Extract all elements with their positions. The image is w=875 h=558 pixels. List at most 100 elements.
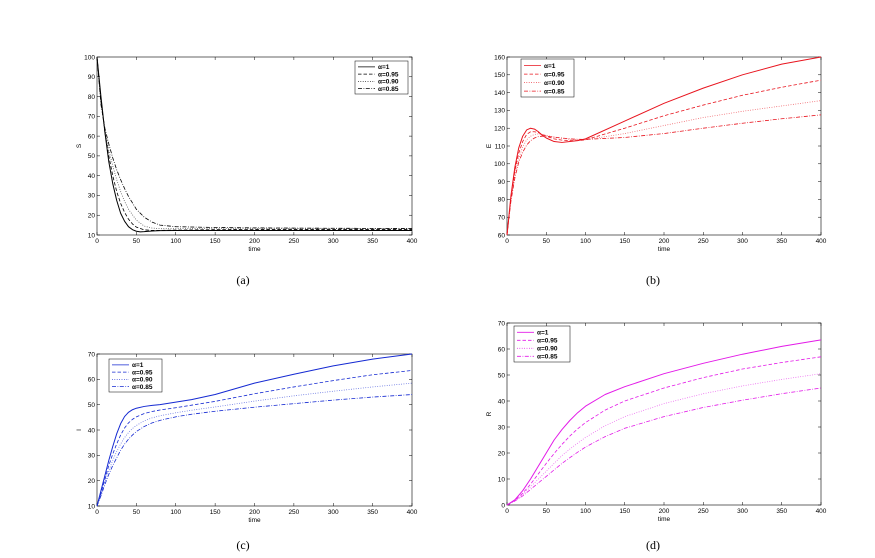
x-tick-label: 250 — [698, 508, 709, 515]
y-tick-label: 150 — [494, 72, 505, 79]
y-tick-label: 70 — [88, 351, 96, 358]
y-tick-label: 20 — [498, 450, 506, 457]
series-line-0-85 — [506, 114, 822, 236]
x-tick-label: 200 — [249, 509, 260, 516]
y-tick-label: 60 — [88, 377, 96, 384]
y-tick-label: 40 — [88, 173, 96, 180]
y-tick-label: 120 — [494, 126, 505, 133]
x-tick-label: 250 — [288, 509, 299, 516]
series-line-0-90 — [506, 373, 822, 506]
series-line-0-95 — [96, 56, 412, 231]
x-axis-label: time — [658, 246, 671, 253]
x-tick-label: 0 — [95, 509, 99, 516]
y-tick-label: 50 — [498, 372, 506, 379]
y-tick-label: 90 — [498, 179, 506, 186]
series-line-0-95 — [96, 370, 413, 507]
y-tick-label: 20 — [88, 213, 96, 220]
legend-label: α=1 — [378, 64, 390, 71]
y-axis-label: I — [76, 429, 83, 431]
y-tick-label: 30 — [88, 193, 96, 200]
y-tick-label: 100 — [84, 54, 95, 61]
y-tick-label: 70 — [498, 320, 506, 327]
series-line-1 — [96, 56, 412, 233]
series-line-0-95 — [506, 79, 822, 236]
series-line-0-85 — [96, 56, 413, 229]
legend-label: α=0.85 — [537, 354, 558, 361]
x-tick-label: 0 — [505, 508, 509, 515]
y-tick-label: 80 — [498, 197, 506, 204]
x-tick-label: 100 — [170, 238, 181, 245]
y-tick-label: 70 — [498, 215, 506, 222]
chart-panel-a: 0 50 100 150 200 250 300 350 400 10 20 30 40 50 60 70 80… — [76, 54, 418, 287]
x-tick-label: 200 — [249, 238, 260, 245]
series-line-0-95 — [506, 356, 822, 506]
y-tick-label: 160 — [494, 54, 505, 61]
y-axis-label: S — [76, 143, 83, 148]
x-tick-label: 100 — [580, 238, 591, 245]
y-tick-label: 50 — [88, 153, 96, 160]
x-tick-label: 50 — [133, 509, 141, 516]
legend-label: α=0.85 — [378, 86, 399, 93]
y-axis-label: R — [486, 411, 493, 416]
x-tick-label: 250 — [698, 238, 709, 245]
y-tick-label: 40 — [88, 427, 96, 434]
legend-label: α=0.95 — [537, 338, 558, 345]
x-tick-label: 50 — [133, 238, 141, 245]
y-tick-label: 10 — [498, 476, 506, 483]
x-tick-label: 0 — [95, 238, 99, 245]
x-axis-label: time — [248, 246, 261, 253]
series-line-1 — [506, 56, 822, 236]
x-tick-label: 150 — [619, 238, 630, 245]
x-tick-label: 350 — [367, 509, 378, 516]
x-tick-label: 250 — [288, 238, 299, 245]
y-tick-label: 70 — [88, 114, 96, 121]
x-tick-label: 100 — [580, 508, 591, 515]
y-tick-label: 90 — [88, 74, 96, 81]
y-tick-label: 140 — [494, 90, 505, 97]
y-tick-label: 60 — [88, 133, 96, 140]
x-tick-label: 50 — [543, 238, 551, 245]
x-tick-label: 200 — [659, 238, 670, 245]
x-tick-label: 350 — [776, 508, 787, 515]
x-axis-label: time — [658, 516, 671, 523]
series-line-1 — [506, 339, 822, 506]
legend-label: α=1 — [132, 362, 144, 369]
series-line-0-90 — [96, 382, 413, 507]
legend-label: α=0.85 — [544, 88, 565, 95]
legend-label: α=0.95 — [132, 369, 153, 376]
series-line-0-85 — [506, 387, 822, 506]
x-tick-label: 300 — [328, 238, 339, 245]
legend-label: α=0.85 — [132, 384, 153, 391]
x-tick-label: 400 — [407, 238, 418, 245]
panel-caption: (c) — [236, 538, 249, 552]
y-tick-label: 100 — [494, 161, 505, 168]
x-tick-label: 300 — [737, 238, 748, 245]
x-tick-label: 150 — [619, 508, 630, 515]
x-tick-label: 400 — [816, 508, 827, 515]
legend-label: α=0.95 — [544, 71, 565, 78]
y-tick-label: 20 — [88, 478, 96, 485]
chart-panel-c: 0 50 100 150 200 250 300 350 400 10 20 30 40 50 60 70 ti… — [76, 351, 418, 552]
x-tick-label: 300 — [737, 508, 748, 515]
y-tick-label: 50 — [88, 402, 96, 409]
legend-label: α=0.90 — [132, 377, 153, 384]
legend-label: α=1 — [537, 330, 549, 337]
y-tick-label: 130 — [494, 108, 505, 115]
series-line-1 — [96, 353, 413, 507]
series-line-0-90 — [506, 100, 822, 236]
x-tick-label: 100 — [170, 509, 181, 516]
x-tick-label: 350 — [776, 238, 787, 245]
legend-label: α=0.95 — [378, 71, 399, 78]
x-tick-label: 350 — [367, 238, 378, 245]
y-tick-label: 30 — [88, 453, 96, 460]
y-tick-label: 40 — [498, 398, 506, 405]
x-tick-label: 150 — [210, 509, 221, 516]
y-tick-label: 10 — [88, 503, 96, 510]
y-tick-label: 30 — [498, 424, 506, 431]
x-tick-label: 300 — [328, 509, 339, 516]
x-tick-label: 400 — [407, 509, 418, 516]
panel-caption: (b) — [646, 273, 660, 287]
panel-caption: (d) — [646, 538, 660, 552]
x-tick-label: 0 — [505, 238, 509, 245]
